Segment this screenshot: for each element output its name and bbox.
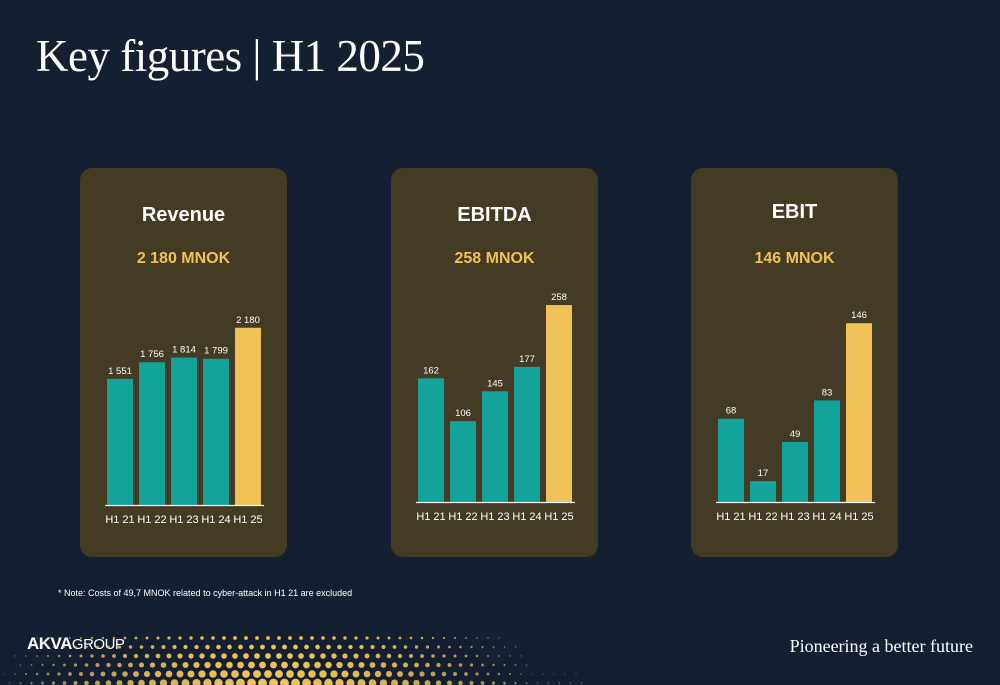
data-label: 1 799 [204, 346, 228, 357]
data-label: 49 [790, 429, 801, 440]
akva-group-logo: AKVAGROUP [27, 634, 125, 654]
data-label: 258 [551, 292, 567, 303]
ebit-title: EBIT [771, 201, 818, 223]
ebitda-headline-value: 258 MNOK [454, 250, 535, 267]
ebitda-chart: 162 H1 21 106 H1 22 145 H1 23 177 H1 24 258 H1 25 [416, 292, 575, 523]
x-tick-label: H1 25 [233, 514, 262, 526]
data-label: 177 [519, 354, 535, 365]
bar-h1-23 [171, 357, 197, 505]
bar-h1-22 [139, 362, 165, 505]
bar-h1-25 [846, 323, 872, 502]
data-label: 106 [455, 408, 471, 419]
x-tick-label: H1 21 [716, 511, 745, 523]
logo-light-text: GROUP [71, 636, 125, 653]
ebit-headline-value: 146 MNOK [754, 250, 835, 267]
x-tick-label: H1 22 [448, 511, 477, 523]
x-tick-label: H1 21 [105, 514, 134, 526]
data-label: 1 814 [172, 345, 196, 356]
data-label: 2 180 [236, 315, 260, 326]
bar-h1-21 [718, 418, 744, 502]
x-tick-label: H1 22 [137, 514, 166, 526]
bar-h1-23 [482, 391, 508, 502]
x-tick-label: H1 22 [748, 511, 777, 523]
revenue-title: Revenue [141, 204, 226, 226]
x-tick-label: H1 23 [169, 514, 198, 526]
bar-h1-24 [514, 366, 540, 502]
data-label: 162 [423, 365, 439, 376]
ebit-panel: EBIT 146 MNOK 68 H1 21 17 H1 22 49 H1 23 83 H1 … [691, 168, 898, 557]
bar-h1-22 [750, 481, 776, 502]
x-tick-label: H1 21 [416, 511, 445, 523]
bar-h1-21 [418, 378, 444, 502]
footnote: * Note: Costs of 49,7 MNOK related to cy… [58, 588, 353, 598]
ebitda-panel: EBITDA 258 MNOK 162 H1 21 106 H1 22 145 H1 23… [391, 168, 598, 557]
revenue-panel: Revenue 2 180 MNOK 1 551 H1 21 1 756 H1 22 1… [80, 168, 287, 557]
data-label: 146 [851, 310, 867, 321]
bar-h1-25 [546, 305, 572, 502]
data-label: 145 [487, 378, 503, 389]
bar-h1-22 [450, 421, 476, 502]
data-label: 83 [822, 387, 833, 398]
bar-h1-25 [235, 327, 261, 505]
x-tick-label: H1 25 [544, 511, 573, 523]
x-tick-label: H1 25 [844, 511, 873, 523]
data-label: 1 756 [140, 349, 164, 360]
x-tick-label: H1 24 [201, 514, 230, 526]
data-label: 1 551 [108, 366, 132, 377]
decorative-dot-pattern [3, 636, 583, 685]
x-tick-label: H1 23 [480, 511, 509, 523]
data-label: 68 [726, 406, 737, 417]
bar-h1-24 [814, 400, 840, 502]
bar-h1-23 [782, 442, 808, 502]
data-label: 17 [758, 468, 769, 479]
ebitda-title: EBITDA [457, 204, 532, 226]
page-title: Key figures | H1 2025 [36, 31, 425, 81]
x-tick-label: H1 24 [812, 511, 841, 523]
revenue-headline-value: 2 180 MNOK [136, 250, 231, 267]
x-tick-label: H1 24 [512, 511, 541, 523]
tagline: Pioneering a better future [789, 636, 973, 656]
revenue-chart: 1 551 H1 21 1 756 H1 22 1 814 H1 23 1 799 H1 24… [105, 315, 264, 526]
logo-bold-text: AKVA [27, 634, 72, 653]
bar-h1-21 [107, 378, 133, 505]
x-tick-label: H1 23 [780, 511, 809, 523]
ebit-chart: 68 H1 21 17 H1 22 49 H1 23 83 H1 24 146 H1 25 [716, 310, 875, 523]
bar-h1-24 [203, 358, 229, 505]
